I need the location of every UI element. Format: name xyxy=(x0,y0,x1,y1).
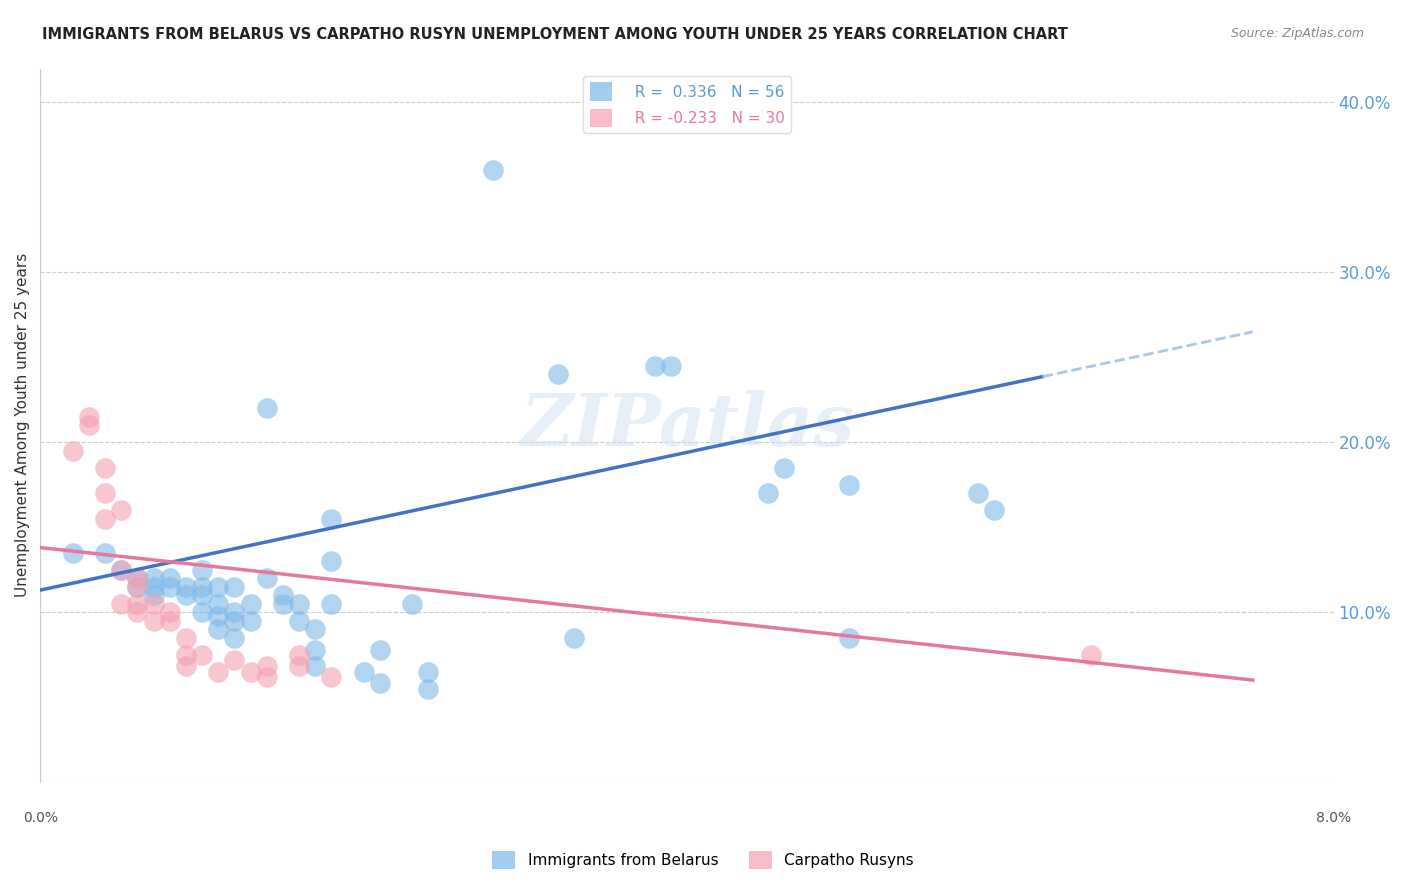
Point xyxy=(174,631,197,645)
Point xyxy=(110,563,132,577)
Point xyxy=(304,622,326,636)
Point xyxy=(142,614,165,628)
Point xyxy=(256,670,278,684)
Point xyxy=(110,503,132,517)
Point xyxy=(224,653,246,667)
Point xyxy=(207,622,229,636)
Point xyxy=(110,597,132,611)
Point xyxy=(239,597,262,611)
Point xyxy=(77,409,100,424)
Y-axis label: Unemployment Among Youth under 25 years: Unemployment Among Youth under 25 years xyxy=(15,253,30,598)
Point xyxy=(94,486,117,500)
Point xyxy=(142,571,165,585)
Point xyxy=(94,511,117,525)
Point xyxy=(321,554,343,568)
Point xyxy=(191,580,214,594)
Point xyxy=(644,359,666,373)
Point xyxy=(127,580,149,594)
Point xyxy=(94,546,117,560)
Point xyxy=(77,418,100,433)
Point xyxy=(127,605,149,619)
Point xyxy=(773,460,796,475)
Point xyxy=(127,571,149,585)
Legend: Immigrants from Belarus, Carpatho Rusyns: Immigrants from Belarus, Carpatho Rusyns xyxy=(486,845,920,875)
Point xyxy=(304,659,326,673)
Point xyxy=(191,588,214,602)
Point xyxy=(418,665,440,679)
Point xyxy=(256,571,278,585)
Legend:   R =  0.336   N = 56,   R = -0.233   N = 30: R = 0.336 N = 56, R = -0.233 N = 30 xyxy=(583,76,790,133)
Point xyxy=(207,608,229,623)
Point xyxy=(288,597,311,611)
Point xyxy=(1080,648,1102,662)
Point xyxy=(62,443,84,458)
Point xyxy=(191,563,214,577)
Point xyxy=(191,648,214,662)
Point xyxy=(562,631,585,645)
Point xyxy=(62,546,84,560)
Point xyxy=(256,659,278,673)
Point xyxy=(174,588,197,602)
Point xyxy=(142,597,165,611)
Point xyxy=(224,631,246,645)
Point xyxy=(983,503,1005,517)
Point xyxy=(756,486,779,500)
Point xyxy=(418,681,440,696)
Text: ZIPatlas: ZIPatlas xyxy=(520,390,853,461)
Point xyxy=(174,648,197,662)
Point xyxy=(271,588,294,602)
Text: 8.0%: 8.0% xyxy=(1316,811,1351,824)
Point xyxy=(838,477,860,491)
Point xyxy=(142,588,165,602)
Point xyxy=(321,670,343,684)
Point xyxy=(207,597,229,611)
Point xyxy=(174,659,197,673)
Point xyxy=(191,605,214,619)
Point xyxy=(482,163,505,178)
Point xyxy=(838,631,860,645)
Point xyxy=(159,571,181,585)
Point xyxy=(110,563,132,577)
Point xyxy=(288,614,311,628)
Text: Source: ZipAtlas.com: Source: ZipAtlas.com xyxy=(1230,27,1364,40)
Point xyxy=(224,614,246,628)
Point xyxy=(207,580,229,594)
Point xyxy=(321,597,343,611)
Point xyxy=(94,460,117,475)
Point xyxy=(368,676,391,690)
Point xyxy=(288,659,311,673)
Point xyxy=(547,368,569,382)
Point xyxy=(288,648,311,662)
Point xyxy=(127,580,149,594)
Point xyxy=(224,580,246,594)
Point xyxy=(304,642,326,657)
Point xyxy=(174,580,197,594)
Point xyxy=(127,597,149,611)
Text: 0.0%: 0.0% xyxy=(22,811,58,824)
Point xyxy=(207,665,229,679)
Point xyxy=(224,605,246,619)
Point xyxy=(368,642,391,657)
Point xyxy=(142,580,165,594)
Point xyxy=(401,597,423,611)
Point xyxy=(127,571,149,585)
Point xyxy=(271,597,294,611)
Point xyxy=(159,580,181,594)
Point xyxy=(256,401,278,416)
Text: IMMIGRANTS FROM BELARUS VS CARPATHO RUSYN UNEMPLOYMENT AMONG YOUTH UNDER 25 YEAR: IMMIGRANTS FROM BELARUS VS CARPATHO RUSY… xyxy=(42,27,1069,42)
Point xyxy=(353,665,375,679)
Point xyxy=(159,614,181,628)
Point xyxy=(239,614,262,628)
Point xyxy=(321,511,343,525)
Point xyxy=(159,605,181,619)
Point xyxy=(659,359,682,373)
Point xyxy=(967,486,990,500)
Point xyxy=(239,665,262,679)
